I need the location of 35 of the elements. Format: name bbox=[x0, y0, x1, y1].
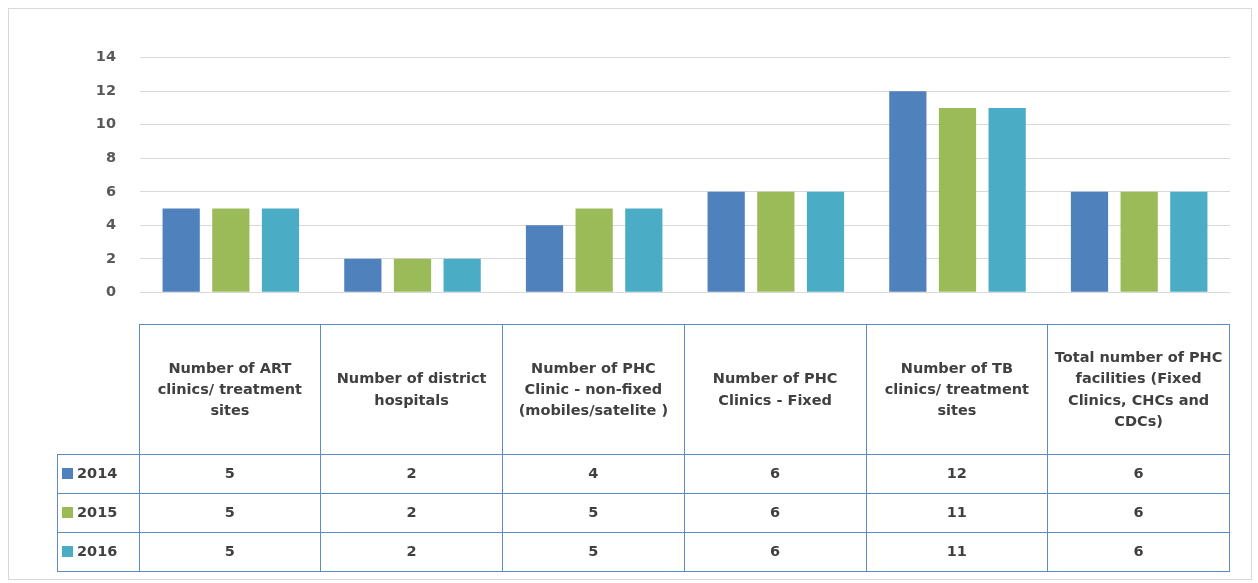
data-label: 2 bbox=[320, 532, 503, 572]
data-label: 5 bbox=[139, 493, 321, 533]
data-label: 5 bbox=[139, 532, 321, 572]
data-label: 4 bbox=[502, 454, 685, 494]
data-label: 6 bbox=[684, 493, 866, 533]
y-tick-label: 0 bbox=[105, 283, 116, 300]
legend-label: 2014 bbox=[57, 454, 139, 494]
data-label: 11 bbox=[866, 493, 1048, 533]
y-tick-label: 2 bbox=[105, 249, 116, 266]
legend-label: 2016 bbox=[57, 532, 139, 572]
data-label: 5 bbox=[502, 493, 685, 533]
data-label: 6 bbox=[684, 532, 866, 572]
x-tick-label: Total number of PHC facilities (Fixed Clinics, CHCs and CDCs) bbox=[1047, 324, 1230, 455]
data-label: 6 bbox=[684, 454, 866, 494]
x-tick-label: Number of TB clinics/ treatment sites bbox=[866, 324, 1048, 455]
x-tick-label: Number of district hospitals bbox=[320, 324, 503, 455]
data-label: 2 bbox=[320, 454, 503, 494]
data-label: 5 bbox=[502, 532, 685, 572]
data-label: 6 bbox=[1047, 454, 1230, 494]
data-label: 6 bbox=[1047, 532, 1230, 572]
x-tick-label: Number of PHC Clinics - Fixed bbox=[684, 324, 866, 455]
y-tick-label: 14 bbox=[95, 48, 116, 65]
x-tick-label: Number of PHC Clinic - non-fixed (mobiles/satelite ) bbox=[502, 324, 685, 455]
data-label: 6 bbox=[1047, 493, 1230, 533]
y-tick-label: 4 bbox=[105, 216, 116, 233]
x-tick-label: Number of ART clinics/ treatment sites bbox=[139, 324, 321, 455]
data-label: 2 bbox=[320, 493, 503, 533]
legend-label: 2015 bbox=[57, 493, 139, 533]
data-label: 5 bbox=[139, 454, 321, 494]
data-label: 11 bbox=[866, 532, 1048, 572]
y-tick-label: 8 bbox=[105, 149, 116, 166]
y-tick-label: 10 bbox=[95, 115, 116, 132]
data-label: 12 bbox=[866, 454, 1048, 494]
y-tick-label: 12 bbox=[95, 81, 116, 98]
y-tick-label: 6 bbox=[105, 182, 116, 199]
